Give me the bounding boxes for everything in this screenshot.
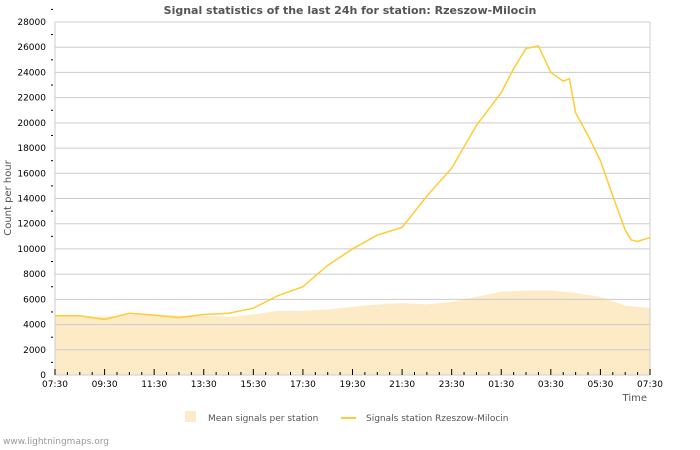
watermark: www.lightningmaps.org — [3, 437, 109, 447]
x-tick-label: 01:30 — [488, 380, 514, 390]
x-tick-label: 17:30 — [290, 380, 316, 390]
y-tick-label: 18000 — [17, 144, 46, 154]
y-tick-label: 10000 — [17, 245, 46, 255]
y-tick-label: 0 — [40, 371, 46, 381]
series-line-station — [55, 45, 651, 321]
x-tick-label: 11:30 — [141, 380, 167, 390]
y-tick-label: 28000 — [17, 18, 46, 28]
x-tick-label: 19:30 — [340, 380, 366, 390]
legend-label-station: Signals station Rzeszow-Milocin — [366, 414, 509, 424]
y-tick-label: 20000 — [17, 119, 46, 129]
x-tick-label: 07:30 — [42, 380, 68, 390]
y-tick-label: 16000 — [17, 169, 46, 179]
legend-label-mean: Mean signals per station — [208, 414, 318, 424]
y-tick-label: 8000 — [23, 270, 46, 280]
x-tick-label: 23:30 — [439, 380, 465, 390]
x-tick-label: 09:30 — [92, 380, 118, 390]
x-axis-label: Time — [622, 393, 647, 404]
x-tick-label: 07:30 — [637, 380, 663, 390]
y-tick-label: 12000 — [17, 220, 46, 230]
x-tick-label: 13:30 — [191, 380, 217, 390]
series-area-mean — [55, 290, 650, 375]
x-tick-label: 05:30 — [587, 380, 613, 390]
x-tick-label: 21:30 — [389, 380, 415, 390]
y-tick-label: 6000 — [23, 295, 46, 305]
legend-swatch-mean — [185, 411, 196, 422]
y-tick-label: 26000 — [17, 43, 46, 53]
y-tick-label: 2000 — [23, 346, 46, 356]
y-tick-label: 22000 — [17, 94, 46, 104]
chart-title: Signal statistics of the last 24h for st… — [164, 4, 537, 17]
x-tick-label: 03:30 — [538, 380, 564, 390]
x-tick-label: 15:30 — [240, 380, 266, 390]
y-tick-label: 14000 — [17, 195, 46, 205]
y-tick-label: 24000 — [17, 68, 46, 78]
y-tick-label: 4000 — [23, 321, 46, 331]
y-axis-label: Count per hour — [3, 159, 14, 235]
